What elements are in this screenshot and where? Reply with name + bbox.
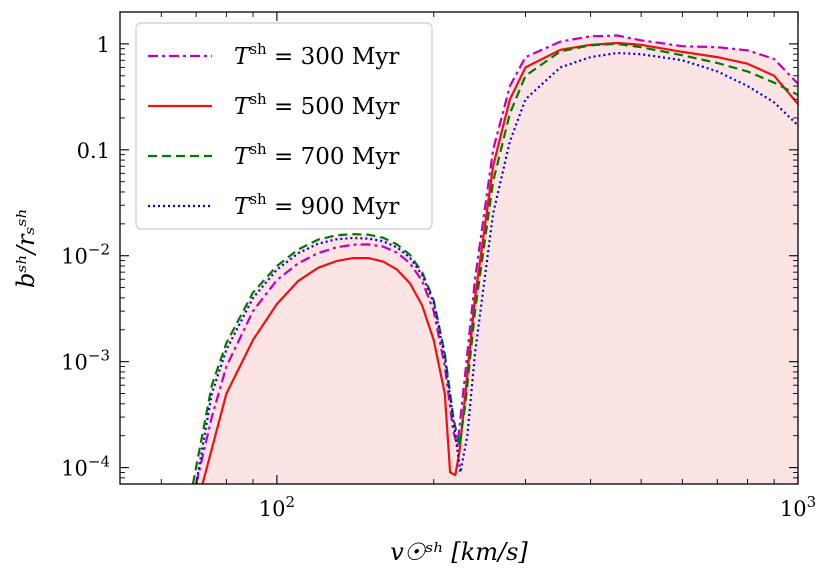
y-tick-label: 10−4 (61, 453, 110, 481)
x-tick-label: 102 (259, 493, 295, 521)
axis-ticks: 102 103 1 0.1 10−2 10−3 10−4 (61, 11, 816, 521)
series-line-2 (201, 41, 798, 484)
y-tick-label: 10−3 (61, 347, 110, 375)
series-lines (191, 34, 798, 484)
x-tick-label: 103 (780, 493, 816, 521)
legend-label-3: Tsh = 700 Myr (234, 140, 399, 170)
series-line-1 (195, 34, 798, 484)
shaded-region (194, 35, 799, 484)
legend-label-2: Tsh = 500 Myr (234, 90, 399, 120)
y-axis-label: bˢʰ/rₛˢʰ (12, 208, 40, 288)
series-line-3 (191, 42, 798, 484)
plot-frame (119, 11, 799, 485)
shaded-area (194, 35, 799, 484)
y-tick-label: 1 (97, 33, 110, 57)
x-axis-label: v☉ˢʰ [km/s] (390, 538, 528, 566)
y-tick-label: 0.1 (77, 139, 110, 163)
legend-label-1: Tsh = 300 Myr (234, 40, 399, 70)
legend: Tsh = 300 Myr Tsh = 500 Myr Tsh = 700 Myr T… (135, 22, 433, 230)
legend-label-4: Tsh = 900 Myr (234, 190, 399, 220)
y-tick-label: 10−2 (61, 241, 110, 269)
legend-box (135, 22, 433, 230)
